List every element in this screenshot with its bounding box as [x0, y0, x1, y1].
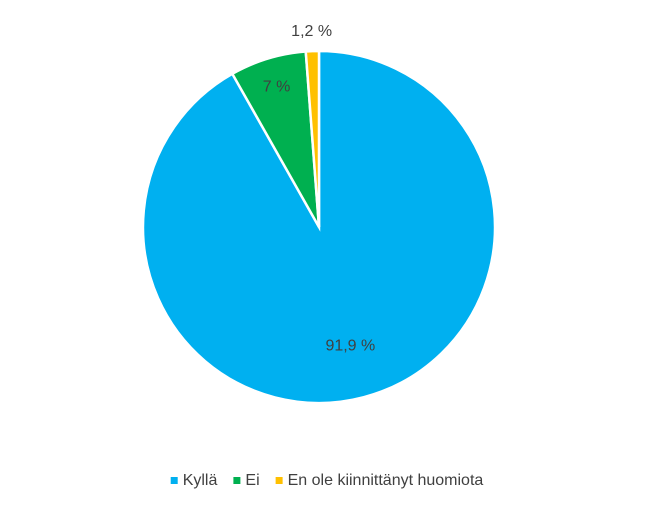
data-label: 7 %: [263, 78, 291, 95]
data-label: 91,9 %: [325, 337, 375, 354]
legend-label: Ei: [245, 472, 259, 489]
legend-swatch: [275, 477, 283, 484]
legend-label: En ole kiinnittänyt huomiota: [288, 472, 484, 489]
legend-swatch: [170, 477, 178, 484]
pie-slice: [304, 49, 321, 228]
legend-label: Kyllä: [183, 472, 218, 489]
legend-swatch: [233, 477, 241, 484]
data-label: 1,2 %: [291, 23, 332, 40]
